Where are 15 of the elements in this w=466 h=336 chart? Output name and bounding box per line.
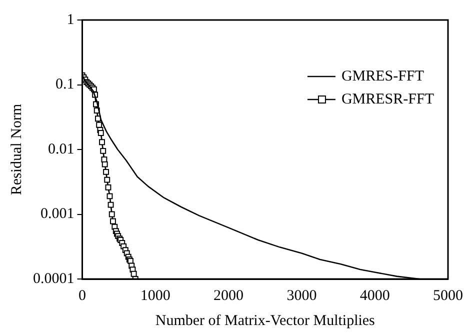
legend-label: GMRES-FFT (341, 68, 424, 84)
y-tick-label: 0.1 (56, 76, 74, 93)
legend-label: GMRESR-FFT (341, 91, 434, 108)
x-tick-label: 1000 (140, 288, 170, 304)
x-tick-label: 2000 (214, 288, 244, 304)
x-tick-label: 0 (78, 288, 86, 304)
y-tick-label: 1 (66, 12, 74, 28)
y-tick-label: 0.001 (40, 206, 74, 222)
x-tick-label: 4000 (360, 288, 390, 304)
x-axis-title: Number of Matrix-Vector Multiplies (155, 312, 376, 329)
y-axis-title: Residual Norm (8, 104, 25, 196)
x-tick-label: 5000 (433, 288, 463, 304)
y-tick-label: 0.01 (48, 141, 74, 158)
x-tick-label: 3000 (286, 288, 317, 304)
y-tick-label: 0.0001 (33, 270, 74, 287)
